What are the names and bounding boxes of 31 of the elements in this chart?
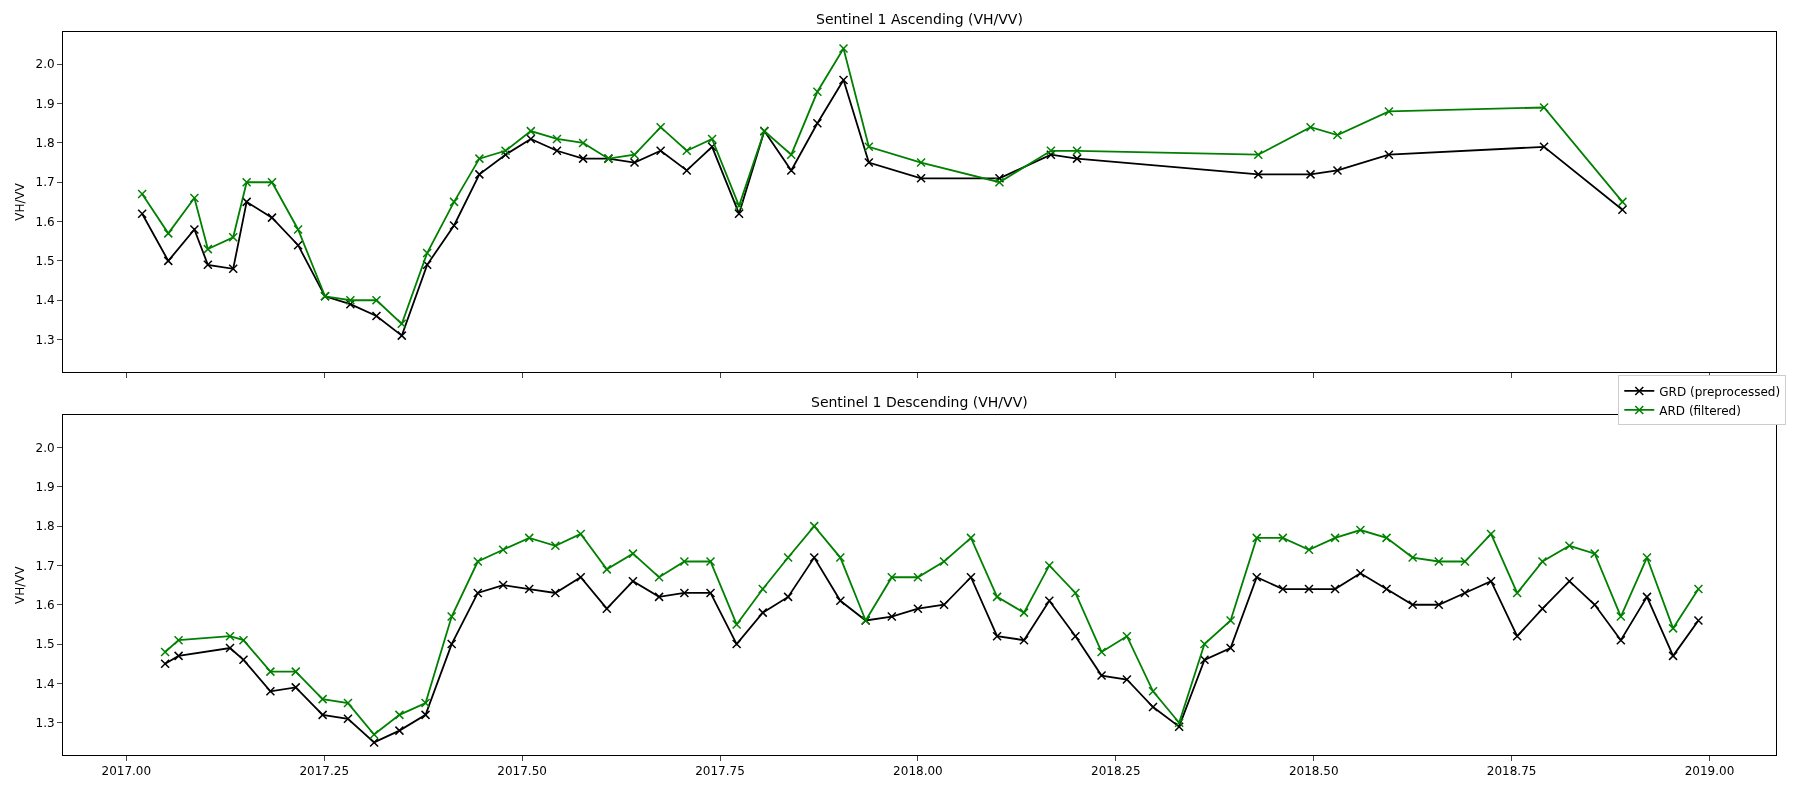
- y-tick-label: 1.4: [35, 293, 55, 308]
- y-tick-label: 2.0: [35, 57, 55, 72]
- x-tick-label: 2018.75: [1486, 764, 1537, 779]
- x-tick-label: 2017.75: [695, 764, 745, 779]
- chart-title: Sentinel 1 Ascending (VH/VV): [816, 11, 1023, 27]
- y-tick-label: 1.3: [35, 332, 55, 347]
- x-tick-label: 2017.25: [299, 764, 350, 779]
- y-tick-label: 1.9: [35, 479, 55, 494]
- y-tick-label: 1.5: [35, 637, 55, 652]
- x-tick-label: 2018.00: [893, 764, 943, 779]
- legend-label: GRD (preprocessed): [1659, 384, 1781, 399]
- y-axis-title: VH/VV: [12, 182, 27, 221]
- y-tick-label: 1.5: [35, 254, 55, 269]
- x-tick-label: 2018.25: [1091, 764, 1141, 779]
- x-tick-label: 2019.00: [1684, 764, 1735, 779]
- y-tick-label: 1.7: [35, 175, 55, 190]
- chart-title: Sentinel 1 Descending (VH/VV): [811, 394, 1028, 410]
- y-tick-label: 1.8: [35, 519, 55, 534]
- y-tick-label: 1.9: [35, 96, 55, 111]
- y-tick-label: 1.6: [35, 214, 55, 229]
- y-tick-label: 1.7: [35, 558, 55, 573]
- y-tick-label: 1.8: [35, 136, 55, 151]
- y-tick-label: 1.6: [35, 597, 55, 612]
- y-tick-label: 1.4: [35, 676, 55, 691]
- x-tick-label: 2017.00: [101, 764, 152, 779]
- y-tick-label: 1.3: [35, 715, 55, 730]
- legend-label: ARD (filtered): [1659, 403, 1741, 418]
- x-tick-label: 2017.50: [497, 764, 547, 779]
- x-tick-label: 2018.50: [1288, 764, 1339, 779]
- y-axis-title: VH/VV: [12, 565, 27, 604]
- y-tick-label: 2.0: [35, 440, 55, 455]
